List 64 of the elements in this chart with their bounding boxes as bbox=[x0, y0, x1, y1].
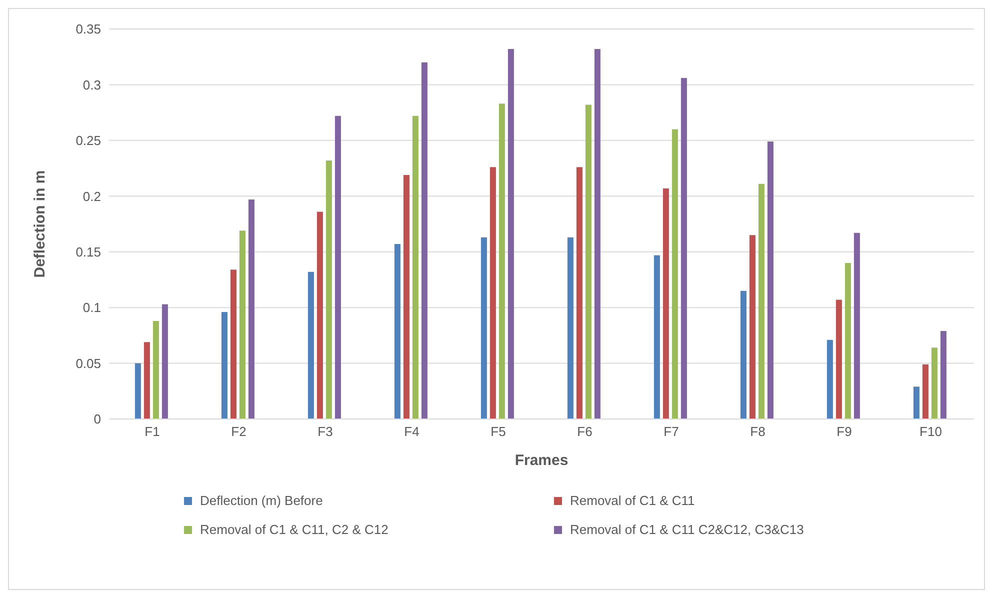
x-tick-label: F6 bbox=[577, 424, 592, 440]
bar bbox=[308, 272, 314, 419]
bar bbox=[490, 167, 496, 419]
bar bbox=[394, 244, 400, 419]
x-axis-title: Frames bbox=[514, 452, 568, 469]
y-tick-label: 0.2 bbox=[82, 188, 101, 204]
bar bbox=[826, 340, 833, 419]
bar bbox=[162, 304, 168, 419]
x-tick-label: F3 bbox=[318, 424, 333, 440]
x-tick-label: F4 bbox=[404, 424, 420, 440]
legend-label: Removal of C1 & C11 bbox=[570, 493, 695, 508]
x-tick-label: F8 bbox=[750, 424, 766, 440]
bar bbox=[836, 300, 842, 419]
bar bbox=[662, 188, 669, 419]
x-tick-label: F9 bbox=[836, 424, 852, 440]
bar bbox=[230, 270, 236, 419]
bar bbox=[740, 290, 746, 419]
bar bbox=[940, 330, 946, 419]
x-tick-label: F5 bbox=[490, 424, 506, 440]
bar bbox=[922, 364, 928, 419]
bar bbox=[844, 263, 851, 419]
bar bbox=[221, 312, 228, 419]
x-tick-label: F10 bbox=[920, 424, 942, 440]
y-tick-label: 0.25 bbox=[76, 133, 101, 148]
bar bbox=[316, 212, 323, 419]
x-tick-label: F7 bbox=[664, 424, 679, 440]
bar bbox=[594, 49, 600, 419]
bar bbox=[134, 363, 141, 419]
bar bbox=[239, 230, 246, 419]
bar bbox=[334, 116, 341, 419]
x-tick-label: F2 bbox=[231, 424, 246, 440]
bar bbox=[680, 78, 687, 419]
bar bbox=[508, 49, 514, 419]
bar bbox=[498, 104, 505, 419]
bar bbox=[585, 104, 592, 419]
bar bbox=[749, 235, 756, 419]
bar bbox=[767, 142, 774, 419]
bar bbox=[758, 184, 764, 419]
y-tick-label: 0.35 bbox=[76, 22, 101, 37]
legend-label: Deflection (m) Before bbox=[200, 493, 323, 508]
y-tick-label: 0.3 bbox=[82, 77, 101, 92]
y-tick-label: 0.05 bbox=[76, 356, 101, 371]
bar bbox=[152, 320, 159, 419]
bar bbox=[421, 62, 428, 419]
bar bbox=[913, 386, 920, 419]
bar bbox=[403, 174, 410, 419]
y-tick-label: 0.15 bbox=[76, 244, 101, 260]
bar bbox=[480, 237, 487, 419]
bar bbox=[567, 237, 574, 419]
bar bbox=[654, 255, 660, 419]
bar bbox=[144, 342, 150, 419]
y-tick-label: 0.1 bbox=[82, 300, 101, 316]
bar bbox=[412, 116, 418, 419]
legend-label: Removal of C1 & C11 C2&C12, C3&C13 bbox=[570, 522, 804, 537]
bar bbox=[854, 232, 860, 419]
y-tick-label: 0 bbox=[94, 412, 101, 427]
x-tick-label: F1 bbox=[144, 424, 160, 440]
legend-label: Removal of C1 & C11, C2 & C12 bbox=[200, 522, 388, 537]
y-axis-title: Deflection in m bbox=[31, 170, 48, 278]
bar bbox=[576, 167, 582, 419]
bar bbox=[326, 160, 332, 419]
bar bbox=[931, 348, 938, 419]
bar bbox=[248, 199, 254, 419]
bar bbox=[672, 129, 678, 419]
